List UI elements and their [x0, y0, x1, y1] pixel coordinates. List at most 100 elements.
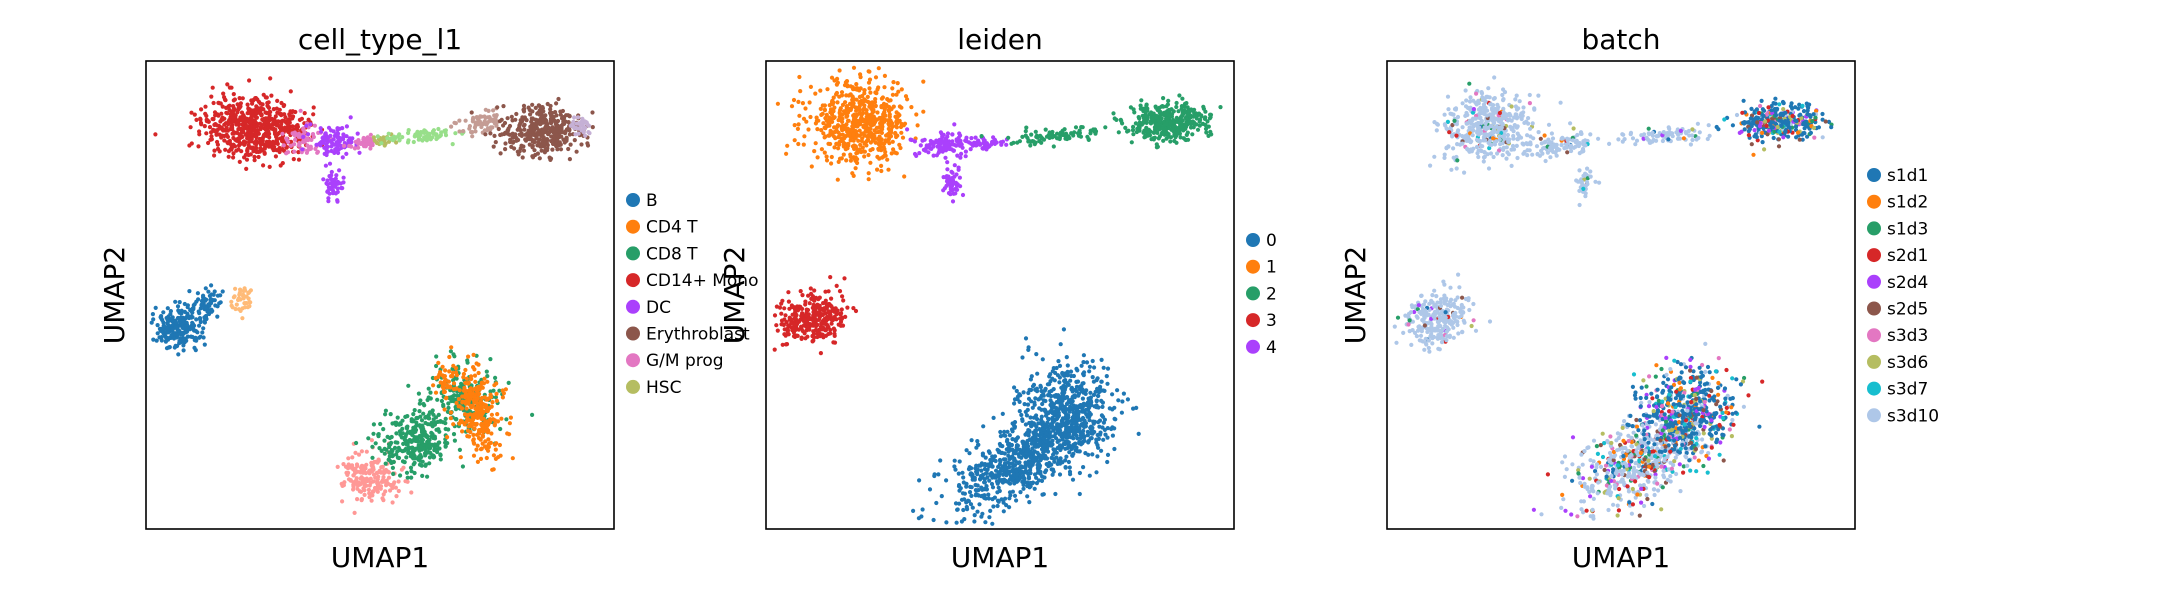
scatter-point — [169, 317, 174, 322]
scatter-point — [1134, 129, 1139, 135]
scatter-point — [429, 434, 434, 439]
scatter-point — [774, 323, 779, 328]
scatter-point — [879, 163, 884, 168]
scatter-point — [921, 79, 926, 84]
scatter-point — [402, 460, 407, 465]
scatter-point — [855, 86, 860, 91]
scatter-point — [552, 118, 558, 124]
scatter-point — [505, 431, 510, 436]
scatter-point — [239, 149, 244, 154]
scatter-point — [804, 119, 809, 124]
scatter-point — [452, 438, 457, 443]
scatter-point — [317, 141, 322, 146]
scatter-point — [425, 397, 430, 403]
scatter-point — [344, 134, 349, 139]
scatter-point — [419, 418, 425, 423]
scatter-point — [446, 379, 451, 384]
scatter-point — [811, 321, 816, 326]
scatter-point — [251, 98, 256, 103]
scatter-point — [798, 304, 803, 309]
scatter-point — [1154, 105, 1159, 110]
scatter-point — [230, 305, 235, 310]
scatter-point — [165, 306, 170, 311]
scatter-point — [818, 106, 823, 111]
scatter-point — [416, 391, 421, 396]
scatter-point — [384, 480, 389, 485]
scatter-point — [808, 286, 813, 291]
scatter-point — [1000, 411, 1005, 416]
scatter-point — [325, 144, 330, 149]
scatter-point — [353, 450, 358, 455]
scatter-point — [295, 127, 300, 132]
scatter-point — [854, 97, 859, 102]
scatter-point — [418, 398, 423, 403]
scatter-point — [548, 157, 553, 162]
scatter-point — [256, 99, 262, 104]
scatter-point — [242, 301, 247, 306]
scatter-point — [810, 333, 815, 338]
scatter-point — [840, 294, 845, 299]
scatter-point — [959, 151, 964, 156]
scatter-point — [191, 327, 196, 332]
scatter-point — [987, 450, 992, 455]
scatter-point — [839, 136, 844, 141]
scatter-point — [851, 97, 856, 102]
scatter-point — [991, 415, 996, 420]
scatter-point — [1116, 130, 1121, 135]
scatter-point — [555, 118, 561, 124]
scatter-point — [1178, 135, 1183, 140]
scatter-point — [471, 115, 476, 120]
scatter-point — [259, 137, 264, 142]
scatter-point — [411, 412, 416, 417]
scatter-point — [844, 142, 849, 147]
scatter-point — [483, 439, 488, 444]
scatter-point — [310, 132, 316, 137]
scatter-point — [1071, 133, 1076, 138]
scatter-point — [207, 303, 212, 308]
scatter-point — [471, 352, 476, 357]
scatter-point — [438, 380, 443, 385]
scatter-point — [498, 426, 503, 432]
scatter-point — [529, 117, 535, 122]
scatter-point — [826, 331, 831, 337]
scatter-point — [866, 152, 871, 158]
scatter-point — [327, 161, 333, 166]
scatter-point — [981, 146, 986, 151]
scatter-point — [206, 289, 211, 294]
scatter-point — [496, 126, 501, 132]
scatter-point — [373, 441, 378, 446]
scatter-point — [290, 124, 295, 129]
scatter-point — [801, 116, 807, 121]
scatter-point — [457, 404, 462, 409]
scatter-point — [409, 490, 414, 495]
scatter-point — [406, 445, 412, 450]
scatter-point — [540, 118, 546, 123]
scatter-point — [258, 109, 263, 114]
scatter-point — [537, 156, 542, 161]
scatter-point — [786, 332, 791, 337]
scatter-point — [275, 140, 280, 145]
scatter-point — [469, 130, 474, 135]
scatter-point — [1201, 106, 1206, 111]
scatter-point — [815, 155, 820, 160]
scatter-point — [383, 408, 388, 413]
scatter-point — [808, 114, 813, 120]
scatter-point — [1024, 125, 1029, 130]
scatter-point — [853, 155, 858, 160]
scatter-point — [1152, 125, 1157, 130]
scatter-point — [530, 412, 535, 417]
scatter-point — [1111, 111, 1116, 116]
scatter-point — [835, 76, 840, 81]
scatter-point — [872, 134, 877, 139]
scatter-point — [521, 144, 526, 149]
scatter-point — [419, 463, 424, 468]
legend-label: CD8 T — [646, 244, 698, 264]
scatter-point — [453, 417, 458, 422]
scatter-point — [225, 82, 230, 87]
scatter-point — [875, 110, 880, 115]
scatter-point — [350, 136, 355, 141]
scatter-point — [461, 371, 466, 377]
scatter-point — [1080, 125, 1085, 130]
scatter-point — [882, 110, 887, 115]
scatter-point — [277, 107, 282, 112]
